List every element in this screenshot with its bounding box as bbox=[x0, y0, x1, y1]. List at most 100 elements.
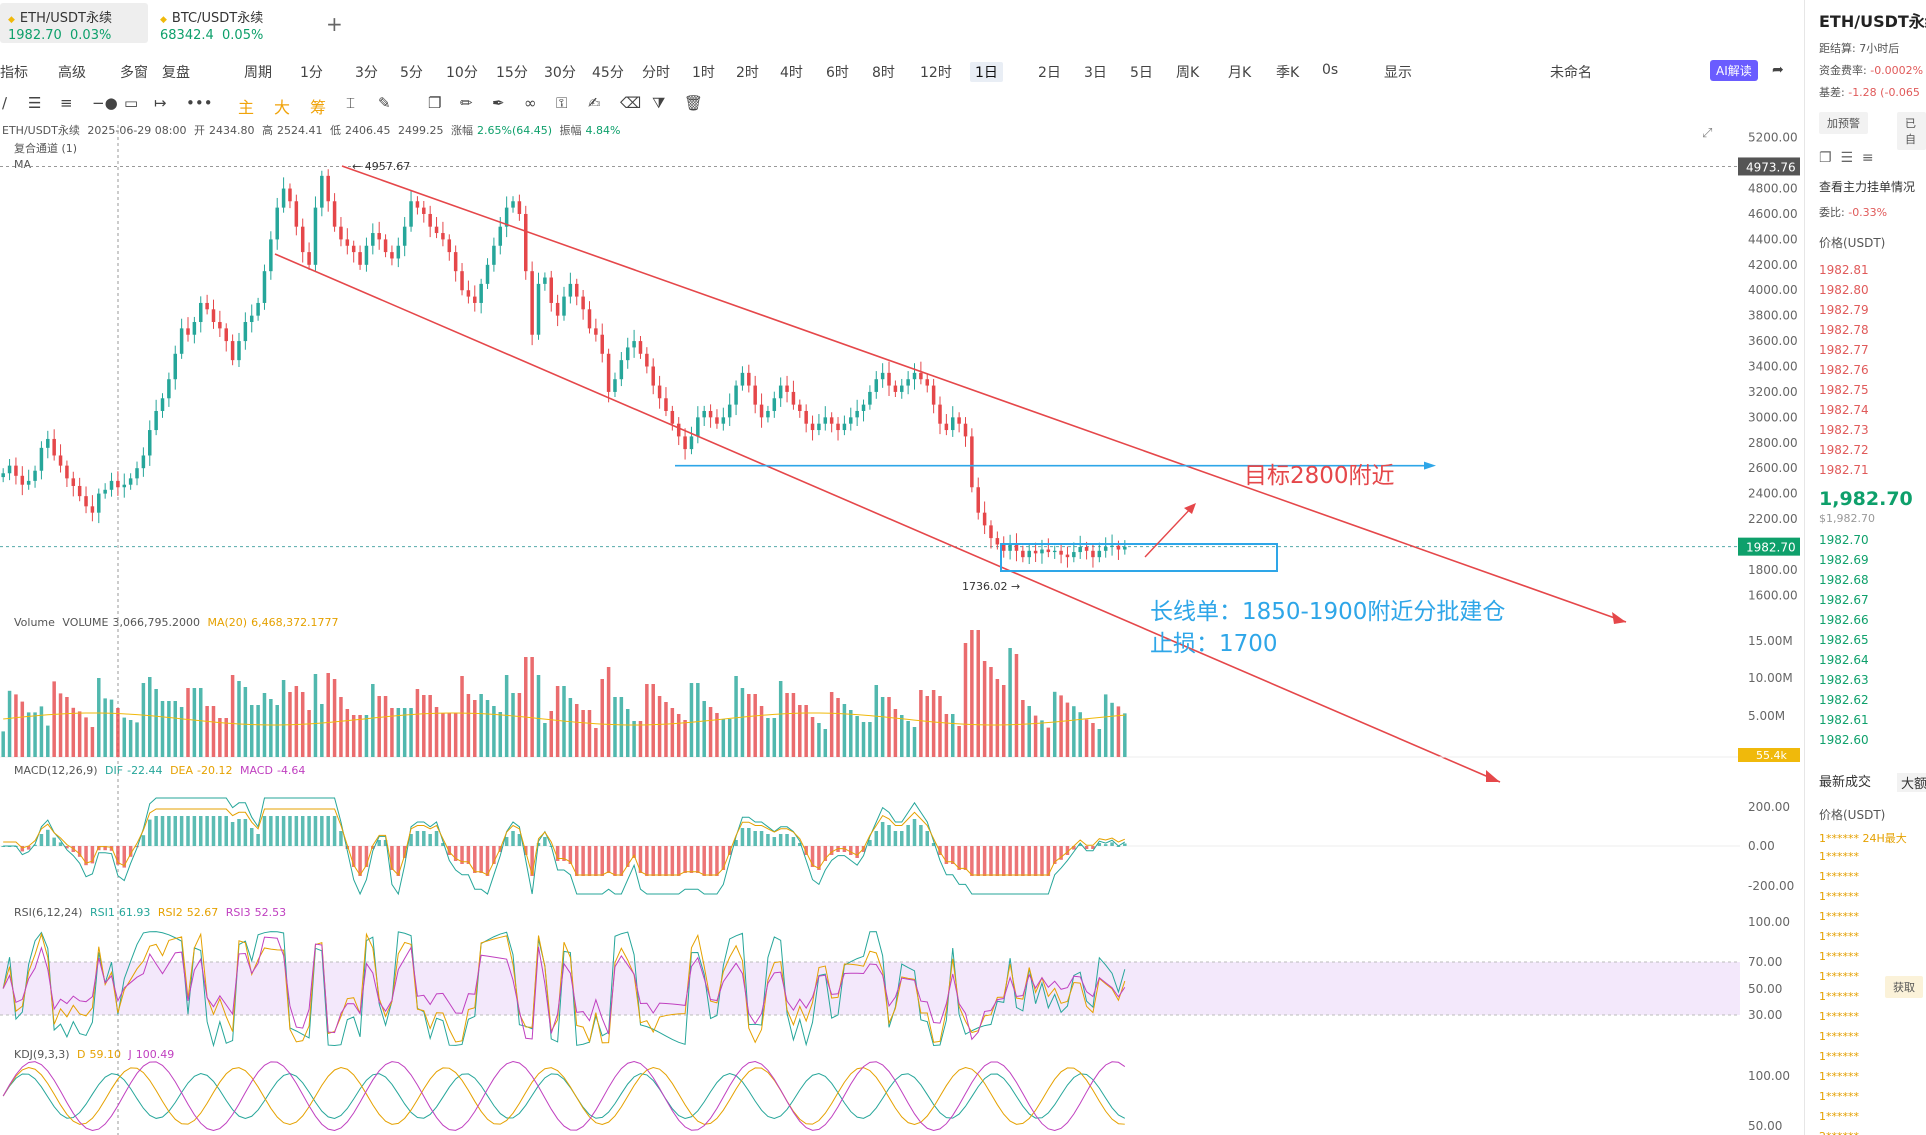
bid-row[interactable]: 1982.61 bbox=[1819, 713, 1869, 727]
toolbar-item-26[interactable]: 0s bbox=[1322, 62, 1339, 78]
ask-row[interactable]: 1982.78 bbox=[1819, 323, 1869, 337]
drawbar-chip[interactable]: 筹 bbox=[310, 98, 327, 117]
magnet-tool-icon[interactable]: ⌶ bbox=[346, 94, 356, 112]
toolbar-item-6[interactable]: 3分 bbox=[355, 65, 378, 81]
toolbar-item-4[interactable]: 周期 bbox=[244, 65, 272, 81]
toolbar-item-3[interactable]: 复盘 bbox=[162, 65, 190, 81]
rsi-legend: RSI(6,12,24) RSI1 61.93 RSI2 52.67 RSI3 52.… bbox=[14, 906, 290, 919]
pattern-tool-icon[interactable]: ••• bbox=[186, 94, 213, 112]
toolbar-item-2[interactable]: 多窗 bbox=[120, 65, 148, 81]
macd-bar bbox=[230, 822, 235, 846]
share-icon[interactable]: ➦ bbox=[1772, 62, 1784, 78]
toolbar-item-23[interactable]: 周K bbox=[1176, 65, 1200, 81]
add-alert-button[interactable]: 加预警 bbox=[1819, 112, 1868, 134]
toolbar-item-14[interactable]: 2时 bbox=[736, 65, 759, 81]
candle-body bbox=[453, 252, 458, 272]
toolbar-item-19[interactable]: 1日 bbox=[970, 62, 1003, 82]
lock-tool-icon[interactable]: ⚿ bbox=[556, 94, 568, 112]
bid-row[interactable]: 1982.63 bbox=[1819, 673, 1869, 687]
toolbar-item-15[interactable]: 4时 bbox=[780, 65, 803, 81]
overlay-legend-channel[interactable]: 复合通道 (1) bbox=[14, 142, 78, 155]
ask-row[interactable]: 1982.81 bbox=[1819, 263, 1869, 277]
macd-bar bbox=[390, 846, 394, 870]
candle-body bbox=[46, 438, 50, 448]
drawbar-main[interactable]: 主 bbox=[238, 98, 255, 117]
auto-button[interactable]: 已自 bbox=[1897, 112, 1926, 150]
toolbar-item-12[interactable]: 分时 bbox=[642, 65, 670, 81]
ask-row[interactable]: 1982.76 bbox=[1819, 363, 1869, 377]
eraser-tool-icon[interactable]: ⌫ bbox=[620, 94, 642, 112]
channel-tool-icon[interactable]: ≡ bbox=[60, 94, 73, 112]
toolbar-item-28[interactable]: 未命名 bbox=[1550, 65, 1592, 81]
toolbar-item-27[interactable]: 显示 bbox=[1384, 65, 1412, 81]
bid-row[interactable]: 1982.64 bbox=[1819, 653, 1869, 667]
toolbar-item-10[interactable]: 30分 bbox=[544, 65, 576, 81]
toolbar-item-8[interactable]: 10分 bbox=[446, 65, 478, 81]
ai-analysis-button[interactable]: AI解读 bbox=[1710, 60, 1758, 81]
ask-row[interactable]: 1982.75 bbox=[1819, 383, 1869, 397]
measure-tool-icon[interactable]: ↦ bbox=[154, 94, 167, 112]
orderbook-view-icons[interactable]: ❐ ☰ ≡ bbox=[1819, 150, 1874, 166]
ask-row[interactable]: 1982.79 bbox=[1819, 303, 1869, 317]
toolbar-item-25[interactable]: 季K bbox=[1276, 65, 1300, 81]
toolbar-item-18[interactable]: 12时 bbox=[920, 65, 952, 81]
brush-tool-icon[interactable]: ✎ bbox=[378, 94, 391, 112]
bid-row[interactable]: 1982.67 bbox=[1819, 593, 1869, 607]
tab-eth[interactable]: ETH/USDT永续 1982.70 0.03% bbox=[0, 3, 148, 43]
ask-row[interactable]: 1982.73 bbox=[1819, 423, 1869, 437]
add-tab-icon[interactable]: + bbox=[326, 12, 343, 36]
overlay-legend-ma[interactable]: MA bbox=[14, 158, 32, 171]
ask-row[interactable]: 1982.77 bbox=[1819, 343, 1869, 357]
toolbar-item-0[interactable]: 指标 bbox=[0, 65, 28, 81]
highlight-tool-icon[interactable]: ✒ bbox=[492, 94, 505, 112]
volume-bar bbox=[874, 685, 879, 757]
drawing-toolbar: ∕ ☰ ≡ −● ▭ ↦ ••• 主 大 筹 ⌶ ✎ ❐ ✏ ✒ ∞ ⚿ ✍ ⌫… bbox=[0, 92, 720, 117]
orderbook-title[interactable]: 查看主力挂单情况 bbox=[1819, 180, 1916, 194]
macd-bar bbox=[300, 816, 305, 846]
trash-tool-icon[interactable]: 🗑 bbox=[684, 94, 704, 112]
drawbar-big[interactable]: 大 bbox=[274, 98, 291, 117]
price-chart[interactable]: 5200.00 4800.00 4600.00 4400.00 4200.00 4000.… bbox=[0, 0, 1804, 1135]
toolbar-item-16[interactable]: 6时 bbox=[826, 65, 849, 81]
bid-row[interactable]: 1982.66 bbox=[1819, 613, 1869, 627]
toolbar-item-11[interactable]: 45分 bbox=[592, 65, 624, 81]
ray-tool-icon[interactable]: −● bbox=[92, 94, 118, 112]
link-tool-icon[interactable]: ∞ bbox=[524, 94, 537, 112]
bid-row[interactable]: 1982.60 bbox=[1819, 733, 1869, 747]
toolbar-item-21[interactable]: 3日 bbox=[1084, 65, 1107, 81]
pen-tool-icon[interactable]: ✏ bbox=[460, 94, 473, 112]
line-tool-icon[interactable]: ∕ bbox=[2, 94, 8, 112]
ratio-value: -0.33% bbox=[1848, 206, 1888, 219]
get-button[interactable]: 获取 bbox=[1885, 976, 1923, 998]
copy-tool-icon[interactable]: ❐ bbox=[428, 94, 442, 112]
large-trades-tab[interactable]: 大额成 bbox=[1897, 773, 1926, 792]
bid-row[interactable]: 1982.62 bbox=[1819, 693, 1869, 707]
toolbar-item-7[interactable]: 5分 bbox=[400, 65, 423, 81]
toolbar-item-13[interactable]: 1时 bbox=[692, 65, 715, 81]
edit-tool-icon[interactable]: ✍ bbox=[588, 94, 601, 112]
rect-tool-icon[interactable]: ▭ bbox=[124, 94, 139, 112]
toolbar-item-1[interactable]: 高级 bbox=[58, 65, 86, 81]
bid-row[interactable]: 1982.69 bbox=[1819, 553, 1869, 567]
toolbar-item-17[interactable]: 8时 bbox=[872, 65, 895, 81]
bid-row[interactable]: 1982.65 bbox=[1819, 633, 1869, 647]
ask-row[interactable]: 1982.74 bbox=[1819, 403, 1869, 417]
bid-row[interactable]: 1982.70 bbox=[1819, 533, 1869, 547]
ask-row[interactable]: 1982.80 bbox=[1819, 283, 1869, 297]
volume-bar bbox=[485, 700, 490, 757]
ask-row[interactable]: 1982.71 bbox=[1819, 463, 1869, 477]
high-marker-label: 4973.76 bbox=[1746, 160, 1796, 174]
toolbar-item-22[interactable]: 5日 bbox=[1130, 65, 1153, 81]
toolbar-item-5[interactable]: 1分 bbox=[300, 65, 323, 81]
toolbar-item-24[interactable]: 月K bbox=[1228, 65, 1252, 81]
toolbar-item-20[interactable]: 2日 bbox=[1038, 65, 1061, 81]
filter-tool-icon[interactable]: ⧩ bbox=[652, 94, 666, 112]
bid-row[interactable]: 1982.68 bbox=[1819, 573, 1869, 587]
macd-bar bbox=[931, 843, 936, 846]
toolbar-item-9[interactable]: 15分 bbox=[496, 65, 528, 81]
tab-btc[interactable]: BTC/USDT永续 68342.4 0.05% bbox=[152, 3, 312, 43]
hline-tool-icon[interactable]: ☰ bbox=[28, 94, 42, 112]
ask-row[interactable]: 1982.72 bbox=[1819, 443, 1869, 457]
candle-body bbox=[307, 252, 311, 265]
trades-tab[interactable]: 最新成交 bbox=[1819, 775, 1872, 790]
